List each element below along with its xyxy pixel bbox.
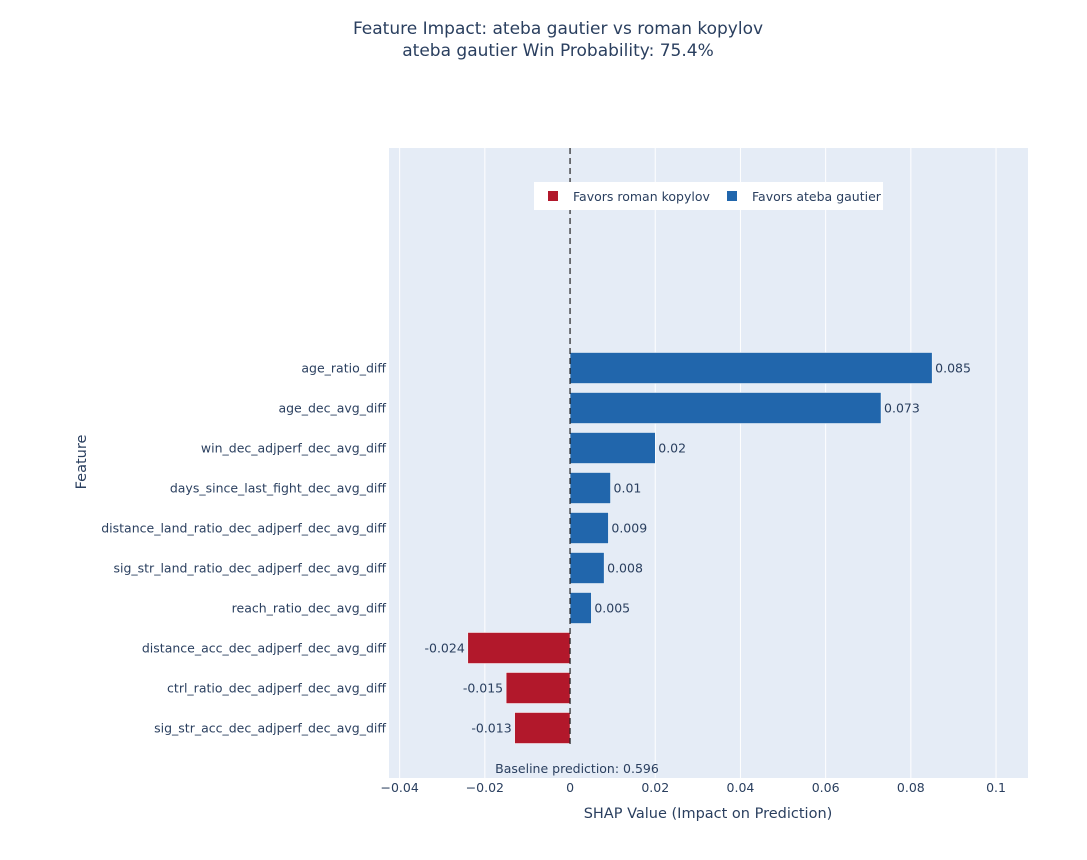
y-axis-title: Feature	[74, 435, 90, 490]
y-tick-label: reach_ratio_dec_avg_diff	[232, 601, 387, 616]
bar[interactable]	[505, 672, 571, 704]
y-tick-label: win_dec_adjperf_dec_avg_diff	[201, 441, 386, 456]
x-tick-label: 0	[566, 780, 574, 795]
chart-subtitle: ateba gautier Win Probability: 75.4%	[402, 41, 713, 61]
bar-labels: 0.085 0.073 0.02 0.01 0.009 0.008 0.005 -0.024 -…	[425, 361, 971, 736]
bar-value-label: 0.01	[614, 481, 642, 496]
x-tick-label: 0.1	[986, 780, 1006, 795]
bar[interactable]	[569, 352, 933, 384]
bar[interactable]	[514, 712, 571, 744]
x-tick-label: 0.06	[812, 780, 840, 795]
y-tick-label: sig_str_land_ratio_dec_adjperf_dec_avg_d…	[113, 561, 386, 576]
bar-value-label: 0.005	[594, 601, 630, 616]
bar[interactable]	[569, 472, 611, 504]
bar[interactable]	[569, 552, 605, 584]
plot-area	[389, 148, 1028, 778]
legend-label-negative: Favors roman kopylov	[573, 189, 711, 204]
y-tick-label: distance_acc_dec_adjperf_dec_avg_diff	[142, 641, 386, 656]
y-tick-label: age_dec_avg_diff	[278, 401, 386, 416]
x-tick-label: 0.02	[641, 780, 669, 795]
bar-value-label: -0.015	[463, 681, 503, 696]
x-tick-label: −0.02	[466, 780, 504, 795]
bar[interactable]	[467, 632, 571, 664]
bar-value-label: 0.073	[884, 401, 920, 416]
bar-value-label: -0.013	[471, 721, 511, 736]
legend[interactable]: Favors roman kopylov Favors ateba gautie…	[534, 182, 883, 210]
bar-value-label: 0.085	[935, 361, 971, 376]
bar[interactable]	[569, 592, 592, 624]
bar-value-label: -0.024	[425, 641, 465, 656]
bar-value-label: 0.008	[607, 561, 643, 576]
baseline-annotation: Baseline prediction: 0.596	[495, 761, 659, 776]
bar[interactable]	[569, 432, 656, 464]
legend-swatch-positive	[727, 191, 737, 201]
y-tick-label: age_ratio_diff	[301, 361, 386, 376]
bar-value-label: 0.009	[611, 521, 647, 536]
y-tick-label: distance_land_ratio_dec_adjperf_dec_avg_…	[101, 521, 386, 536]
y-tick-labels: age_ratio_diff age_dec_avg_diff win_dec_ad…	[101, 361, 386, 736]
y-tick-label: sig_str_acc_dec_adjperf_dec_avg_diff	[154, 721, 386, 736]
bar-value-label: 0.02	[658, 441, 686, 456]
bar[interactable]	[569, 392, 882, 424]
y-tick-label: days_since_last_fight_dec_avg_diff	[170, 481, 387, 496]
bars	[467, 352, 933, 744]
legend-box	[534, 182, 883, 210]
x-axis-title: SHAP Value (Impact on Prediction)	[584, 806, 833, 822]
x-tick-label: 0.04	[727, 780, 755, 795]
y-tick-label: ctrl_ratio_dec_adjperf_dec_avg_diff	[167, 681, 386, 696]
bar[interactable]	[569, 512, 609, 544]
x-tick-label: 0.08	[897, 780, 925, 795]
legend-swatch-negative	[548, 191, 558, 201]
x-tick-label: −0.04	[380, 780, 418, 795]
x-tick-labels: −0.04 −0.02 0 0.02 0.04 0.06 0.08 0.1	[380, 780, 1006, 795]
chart-title: Feature Impact: ateba gautier vs roman k…	[353, 19, 763, 39]
legend-label-positive: Favors ateba gautier	[752, 189, 882, 204]
